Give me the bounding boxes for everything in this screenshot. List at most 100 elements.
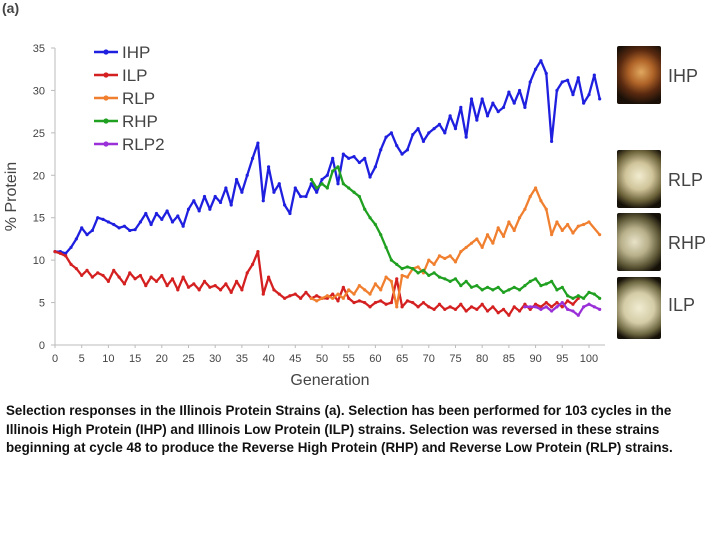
data-point-ilp xyxy=(555,300,559,305)
data-point-rhp xyxy=(368,216,372,220)
data-point-ihp xyxy=(304,194,308,199)
data-point-ilp xyxy=(517,309,522,313)
series-line-ilp xyxy=(54,250,580,317)
x-tick-label: 0 xyxy=(52,353,58,365)
legend-marker-ilp xyxy=(103,72,109,78)
data-point-ihp xyxy=(192,199,196,203)
data-point-rlp xyxy=(512,228,516,233)
data-point-ilp xyxy=(459,302,463,306)
data-point-rlp xyxy=(491,241,495,245)
data-point-ilp xyxy=(411,300,415,305)
data-point-ihp xyxy=(405,148,410,152)
data-point-ilp xyxy=(299,296,303,300)
data-point-ilp xyxy=(379,299,383,303)
data-point-rhp xyxy=(437,275,442,279)
data-point-ilp xyxy=(256,250,260,254)
data-point-ilp xyxy=(539,305,543,309)
data-point-ilp xyxy=(117,275,121,279)
data-point-rlp xyxy=(533,186,538,190)
data-point-ilp xyxy=(293,292,297,296)
data-point-ihp xyxy=(576,76,580,80)
data-point-ihp xyxy=(592,73,596,77)
data-point-rhp xyxy=(443,277,447,281)
data-point-ihp xyxy=(416,127,420,131)
side-label-rlp: RLP xyxy=(668,170,704,190)
data-point-rhp xyxy=(459,284,463,288)
data-point-rlp xyxy=(373,282,377,286)
chart-legend: IHP ILP RLP RHP RLP2 xyxy=(94,43,165,154)
data-point-ihp xyxy=(507,90,511,94)
data-point-rlp2 xyxy=(544,305,548,309)
x-tick-label: 15 xyxy=(129,353,141,365)
legend-label-rhp: RHP xyxy=(122,112,158,131)
data-point-ihp xyxy=(181,224,185,228)
data-point-rlp2 xyxy=(533,305,538,309)
data-point-ihp xyxy=(122,224,127,228)
series-line-rlp xyxy=(310,186,601,308)
data-point-ihp xyxy=(186,207,191,211)
data-point-ihp xyxy=(485,114,490,118)
data-point-ihp xyxy=(352,155,356,159)
data-point-rhp xyxy=(389,258,394,262)
data-point-rhp xyxy=(539,284,543,288)
data-point-ihp xyxy=(395,143,399,148)
data-point-ilp xyxy=(192,282,196,286)
data-point-rhp xyxy=(315,186,319,190)
data-point-rhp xyxy=(320,182,324,186)
data-point-ihp xyxy=(598,97,602,101)
data-point-ilp xyxy=(154,279,159,283)
data-point-ilp xyxy=(432,307,436,311)
data-point-ilp xyxy=(202,279,207,283)
data-point-ilp xyxy=(325,296,329,300)
data-point-ihp xyxy=(400,152,404,156)
data-point-ilp xyxy=(240,288,244,292)
data-point-rlp xyxy=(571,231,575,235)
data-point-ihp xyxy=(480,97,484,101)
data-point-ihp xyxy=(144,211,148,216)
data-point-rlp xyxy=(475,237,479,241)
rhp-kernel-image xyxy=(617,213,661,271)
data-point-ihp xyxy=(357,160,361,165)
data-point-ihp xyxy=(256,141,260,145)
data-point-rlp xyxy=(587,220,591,224)
data-point-ihp xyxy=(491,101,495,105)
data-point-ilp xyxy=(288,294,292,298)
data-point-ihp xyxy=(523,105,527,109)
data-point-ihp xyxy=(283,203,287,207)
data-point-ihp xyxy=(550,139,554,143)
data-point-ihp xyxy=(266,165,271,169)
data-point-ilp xyxy=(437,302,442,306)
data-point-rlp xyxy=(576,224,580,228)
legend-label-ilp: ILP xyxy=(122,66,148,85)
panel-label: (a) xyxy=(2,0,20,16)
data-point-ihp xyxy=(427,131,431,135)
data-point-ilp xyxy=(160,273,164,278)
data-point-rhp xyxy=(411,267,415,271)
data-point-rlp2 xyxy=(592,305,596,309)
data-point-ilp xyxy=(53,250,57,254)
data-point-ihp xyxy=(336,182,340,186)
legend-label-ihp: IHP xyxy=(122,43,150,62)
data-point-ihp xyxy=(437,122,442,126)
data-point-ihp xyxy=(411,132,415,137)
data-point-rhp xyxy=(352,190,356,194)
data-point-ilp xyxy=(277,292,281,296)
data-point-ihp xyxy=(64,251,68,255)
data-point-ihp xyxy=(555,88,559,93)
data-point-ihp xyxy=(373,165,377,169)
data-point-ilp xyxy=(213,284,217,288)
data-point-rlp xyxy=(528,194,532,199)
data-point-rhp xyxy=(432,271,436,275)
data-point-rlp xyxy=(363,288,367,292)
data-point-rhp xyxy=(501,290,506,294)
data-point-ihp xyxy=(101,217,105,222)
data-point-rlp2 xyxy=(566,307,570,311)
data-point-ihp xyxy=(469,97,474,101)
data-point-ihp xyxy=(528,80,532,84)
data-point-ilp xyxy=(336,299,340,303)
data-point-rhp xyxy=(331,169,335,173)
data-point-rhp xyxy=(560,285,564,289)
data-point-ihp xyxy=(448,114,452,118)
data-point-rlp xyxy=(320,296,324,300)
data-point-rhp xyxy=(475,284,479,288)
